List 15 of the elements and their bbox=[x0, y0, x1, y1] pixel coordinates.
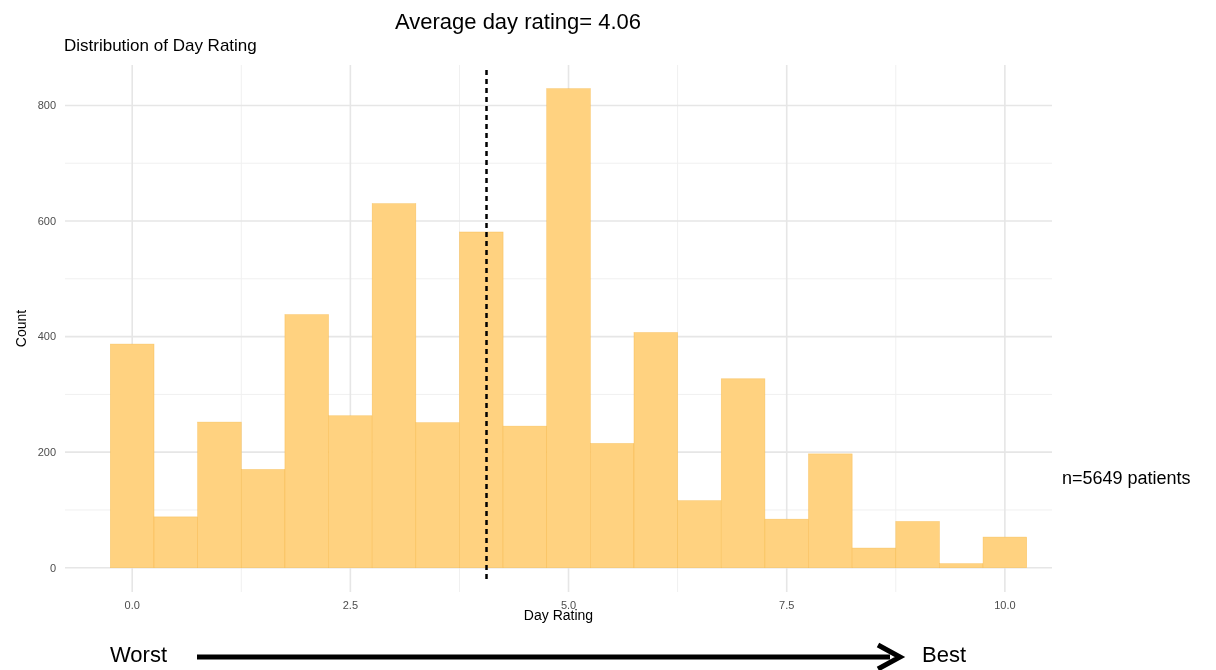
x-tick-label: 7.5 bbox=[779, 598, 795, 611]
text: Best bbox=[922, 642, 967, 667]
x-tick-label: 10.0 bbox=[994, 598, 1016, 611]
y-tick-label: 200 bbox=[37, 446, 56, 459]
y-tick-label: 0 bbox=[49, 561, 56, 574]
x-tick-label: 0.0 bbox=[124, 598, 140, 611]
x-tick-label: 2.5 bbox=[342, 598, 359, 611]
y-tick-label: 600 bbox=[37, 214, 56, 227]
ref-line-label: Average day rating= 4.06 bbox=[394, 9, 642, 34]
y-axis-title: Count bbox=[13, 309, 29, 348]
chart-title: Distribution of Day Rating bbox=[64, 36, 257, 55]
y-tick-label: 400 bbox=[37, 330, 56, 343]
text: Worst bbox=[110, 642, 168, 667]
y-tick-label: 800 bbox=[37, 99, 56, 112]
text: n=5649 patients bbox=[1062, 468, 1191, 488]
